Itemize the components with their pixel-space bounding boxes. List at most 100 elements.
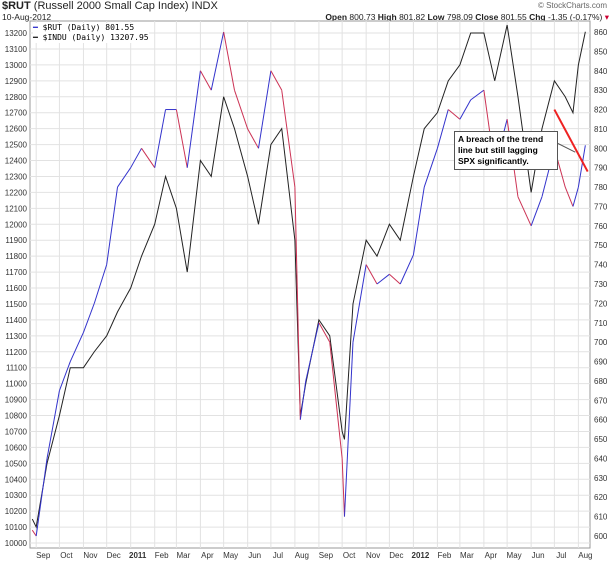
trend-line [553,109,589,173]
chg-label: Chg [529,12,546,22]
right-tick-label: 800 [594,144,608,153]
right-tick-label: 700 [594,338,608,347]
left-tick-label: 12700 [5,109,28,118]
rut-segment [294,187,301,420]
left-tick-label: 10200 [5,507,28,516]
left-tick-label: 11300 [5,332,27,341]
x-tick-label: Jun [248,551,261,560]
left-tick-label: 11000 [5,380,27,389]
right-tick-label: 780 [594,183,608,192]
high-label: High [377,12,397,22]
left-tick-label: 10300 [5,491,28,500]
rut-segment [270,70,283,91]
rut-segment [299,380,307,420]
rut-segment [257,70,272,149]
x-tick-label: Nov [366,551,380,560]
legend-rut-label: $RUT (Daily) 801.55 [42,23,135,32]
x-tick-label: 2012 [412,551,430,560]
x-tick-label: May [223,551,238,560]
right-tick-label: 660 [594,416,608,425]
left-tick-label: 10000 [5,539,28,548]
right-tick-label: 830 [594,86,608,95]
right-tick-label: 820 [594,106,608,115]
right-tick-label: 850 [594,47,608,56]
left-tick-label: 10700 [5,427,28,436]
x-tick-label: Aug [578,551,592,560]
rut-segment [447,109,461,120]
left-tick-label: 10600 [5,443,28,452]
right-tick-label: 790 [594,164,608,173]
x-tick-label: May [507,551,522,560]
chart-date: 10-Aug-2012 [2,12,52,22]
left-tick-label: 10500 [5,459,28,468]
x-tick-label: Mar [176,551,190,560]
close-label: Close [475,12,499,22]
left-tick-label: 12500 [5,141,28,150]
rut-segment [82,303,95,333]
right-tick-label: 670 [594,396,608,405]
down-triangle-icon: ▾ [604,12,609,22]
rut-segment [343,342,354,517]
symbol: $RUT [2,0,31,12]
left-tick-label: 11100 [6,364,28,373]
left-tick-label: 12800 [5,93,28,102]
x-tick-label: Dec [389,551,403,560]
x-tick-label: Dec [107,551,121,560]
rut-segment [318,322,331,343]
rut-segment [365,264,378,285]
plot-area [29,20,591,549]
left-tick-label: 12900 [5,77,28,86]
rut-segment [223,31,235,91]
rut-segment [247,128,259,149]
right-tick-label: 600 [594,532,608,541]
rut-segment [31,529,37,537]
x-tick-label: Jun [532,551,545,560]
rut-segment [175,109,188,168]
high-value: 801.82 [399,12,426,22]
left-tick-label: 11400 [5,316,27,325]
right-tick-label: 630 [594,474,608,483]
chart-title: $RUT (Russell 2000 Small Cap Index) INDX [2,0,218,12]
close-value: 801.55 [500,12,527,22]
index-name: (Russell 2000 Small Cap Index) [33,0,189,12]
right-tick-label: 710 [594,319,608,328]
x-tick-label: Mar [460,551,474,560]
right-tick-label: 760 [594,222,608,231]
right-tick-label: 690 [594,358,608,367]
rut-segment [436,109,449,149]
rut-segment [329,342,343,459]
x-tick-label: Sep [319,551,334,560]
rut-segment [93,264,108,304]
rut-segment [352,264,367,343]
rut-segment [46,390,60,459]
rut-segment [35,458,48,537]
left-tick-label: 11200 [5,348,27,357]
rut-segment [517,196,532,227]
right-tick-label: 620 [594,493,608,502]
left-tick-label: 13200 [5,29,28,38]
right-tick-label: 810 [594,125,608,134]
rut-segment [399,254,414,285]
right-tick-label: 770 [594,202,608,211]
rut-segment [234,89,249,130]
rut-segment [210,31,225,91]
low-label: Low [427,12,445,22]
right-tick-label: 730 [594,280,608,289]
x-tick-label: Oct [60,551,73,560]
legend-indu: ━ $INDU (Daily) 13207.95 [33,33,149,42]
left-tick-label: 11700 [5,268,27,277]
rut-segment [58,361,71,391]
x-tick-label: Apr [485,551,498,560]
rut-segment [389,273,401,285]
watermark: © StockCharts.com [537,1,607,10]
left-tick-label: 12300 [5,172,28,181]
legend-rut: ━ $RUT (Daily) 801.55 [33,23,135,32]
x-tick-label: Apr [201,551,214,560]
x-tick-label: Jul [556,551,566,560]
rut-segment [305,322,320,382]
rut-segment [530,196,543,227]
x-tick-label: Aug [295,551,309,560]
rut-segment [186,70,201,168]
price-summary: Open 800.73 High 801.82 Low 798.09 Close… [325,12,609,23]
